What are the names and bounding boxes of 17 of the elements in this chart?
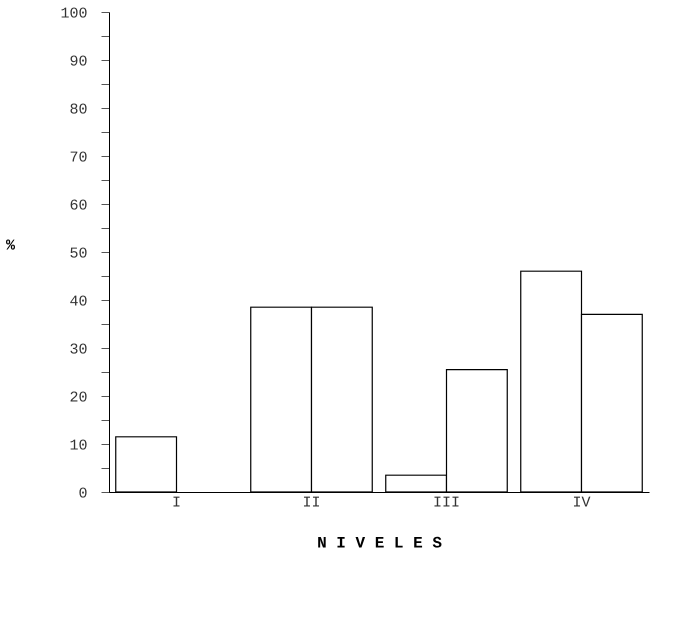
x-tick-label: IV <box>572 494 591 512</box>
y-tick-label: 80 <box>69 102 88 118</box>
y-tick-label: 0 <box>78 486 88 502</box>
y-tick-label: 60 <box>69 198 88 214</box>
y-tick-label: 100 <box>60 6 88 22</box>
x-tick-label: II <box>302 494 321 512</box>
x-axis-title: N I V E L E S <box>317 534 442 552</box>
y-tick-label: 10 <box>69 438 88 454</box>
y-tick-label: 70 <box>69 150 88 166</box>
y-axis-title: % <box>6 238 16 254</box>
y-tick-label: 20 <box>69 390 88 406</box>
y-tick-label: 30 <box>69 342 88 358</box>
y-tick-label: 50 <box>69 246 88 262</box>
y-tick-label: 40 <box>69 294 88 310</box>
y-tick-label: 90 <box>69 54 88 70</box>
x-tick-label: III <box>432 494 460 512</box>
x-tick-label: I <box>172 494 182 512</box>
